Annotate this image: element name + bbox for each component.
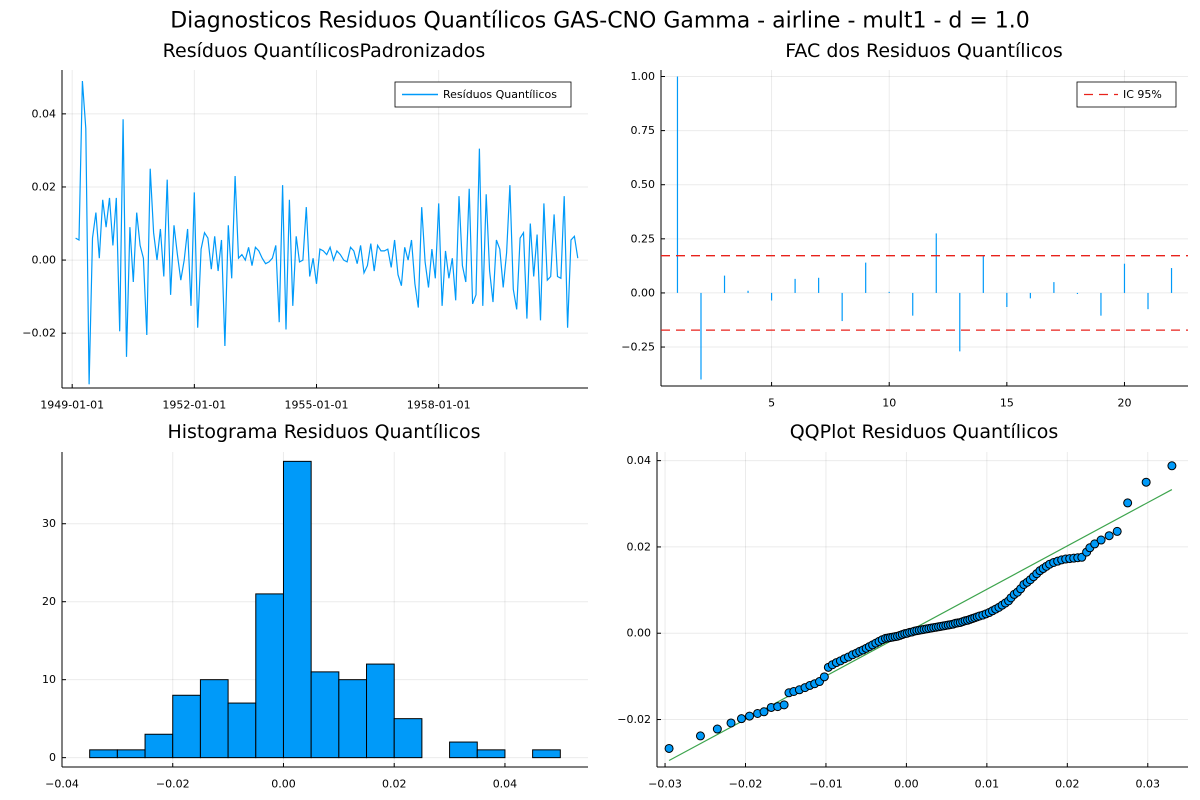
qq-point xyxy=(759,707,769,717)
residuals-series-line xyxy=(75,80,579,385)
histogram-bar xyxy=(144,733,174,759)
residuals-legend: Resíduos Quantílicos xyxy=(394,81,572,108)
qqplot-title: QQPlot Residuos Quantílicos xyxy=(790,421,1059,443)
histogram-bar xyxy=(393,718,423,759)
x-tick-label: −0.04 xyxy=(45,778,79,791)
histogram-bar xyxy=(116,749,146,759)
y-tick-label: 0.04 xyxy=(32,107,57,120)
y-tick-label: 20 xyxy=(42,595,56,608)
x-tick-label: 5 xyxy=(768,397,775,410)
legend-box xyxy=(1076,81,1177,108)
x-tick-label: 20 xyxy=(1117,397,1131,410)
histogram-bar xyxy=(366,663,395,759)
x-tick-label: 1949-01-01 xyxy=(40,399,104,412)
qq-point xyxy=(1104,531,1114,541)
y-tick-label: −0.25 xyxy=(621,341,655,354)
x-tick-label: 0.00 xyxy=(894,778,919,791)
x-tick-label: 0.02 xyxy=(382,778,407,791)
x-tick-label: 0.02 xyxy=(1055,778,1080,791)
histogram-bar xyxy=(172,694,201,759)
y-tick-label: 0.02 xyxy=(32,180,57,193)
qq-point xyxy=(1167,461,1177,471)
y-tick-label: −0.02 xyxy=(22,327,56,340)
y-tick-label: 1.00 xyxy=(631,70,656,83)
qq-point xyxy=(779,700,789,710)
residuals-title: Resíduos QuantílicosPadronizados xyxy=(163,40,486,62)
y-tick-label: 0 xyxy=(49,751,56,764)
acf-legend: IC 95% xyxy=(1076,81,1177,108)
x-tick-label: 1952-01-01 xyxy=(162,399,226,412)
x-tick-label: 1955-01-01 xyxy=(285,399,349,412)
x-tick-label: 15 xyxy=(1000,397,1014,410)
qq-point xyxy=(819,672,829,682)
y-tick-label: 30 xyxy=(42,517,56,530)
qq-point xyxy=(726,718,736,728)
acf-panel: FAC dos Residuos Quantílicos 5 10 15 20 −0.25… xyxy=(621,40,1188,410)
histogram-bar xyxy=(199,679,229,759)
x-tick-label: 0.04 xyxy=(493,778,518,791)
qq-point xyxy=(1112,526,1122,536)
y-tick-label: 0.00 xyxy=(32,254,57,267)
qq-point xyxy=(1090,539,1100,549)
qq-point xyxy=(712,724,722,734)
y-tick-label: 10 xyxy=(42,673,56,686)
histogram-bar xyxy=(89,749,118,759)
x-tick-label: 0.00 xyxy=(271,778,296,791)
x-tick-label: −0.02 xyxy=(729,778,763,791)
legend-label: IC 95% xyxy=(1123,88,1162,101)
histogram-title: Histograma Residuos Quantílicos xyxy=(167,421,480,443)
y-tick-label: 0.02 xyxy=(627,540,652,553)
y-tick-label: 0.04 xyxy=(627,454,652,467)
histogram-bar xyxy=(532,749,561,759)
histogram-bar xyxy=(338,679,368,759)
y-tick-label: 0.50 xyxy=(631,178,656,191)
histogram-bar xyxy=(227,702,257,759)
x-tick-label: 0.03 xyxy=(1136,778,1161,791)
histogram-bar xyxy=(449,741,478,759)
y-tick-label: 0.75 xyxy=(631,124,656,137)
x-tick-label: −0.02 xyxy=(156,778,190,791)
x-tick-label: 0.01 xyxy=(975,778,1000,791)
qq-point xyxy=(1123,498,1133,508)
qq-point xyxy=(664,743,674,753)
histogram-bar xyxy=(255,593,284,759)
histogram-bar xyxy=(310,671,340,759)
x-tick-label: −0.01 xyxy=(809,778,843,791)
histogram-bar xyxy=(476,749,506,759)
qq-point xyxy=(736,714,746,724)
y-tick-label: 0.00 xyxy=(627,627,652,640)
x-tick-label: −0.03 xyxy=(648,778,682,791)
residuals-line-panel: Resíduos QuantílicosPadronizados 1949-01-… xyxy=(22,40,588,412)
qq-point xyxy=(1141,477,1151,487)
x-tick-label: 1958-01-01 xyxy=(407,399,471,412)
x-tick-label: 10 xyxy=(882,397,896,410)
histogram-bar xyxy=(282,460,312,759)
legend-label: Resíduos Quantílicos xyxy=(443,88,557,101)
panels: Resíduos QuantílicosPadronizados 1949-01-… xyxy=(22,40,1188,791)
histogram-panel: Histograma Residuos Quantílicos −0.04 −0.0… xyxy=(42,421,588,791)
qq-point xyxy=(745,711,755,721)
qqplot-panel: QQPlot Residuos Quantílicos −0.03 −0.02 −0.… xyxy=(617,421,1188,791)
y-tick-label: 0.25 xyxy=(631,232,656,245)
y-tick-label: −0.02 xyxy=(617,713,651,726)
qq-point xyxy=(1096,535,1106,545)
y-tick-label: 0.00 xyxy=(631,286,656,299)
acf-title: FAC dos Residuos Quantílicos xyxy=(785,40,1063,62)
qq-point xyxy=(695,731,705,741)
figure-suptitle: Diagnosticos Residuos Quantílicos GAS-CN… xyxy=(170,9,1030,34)
